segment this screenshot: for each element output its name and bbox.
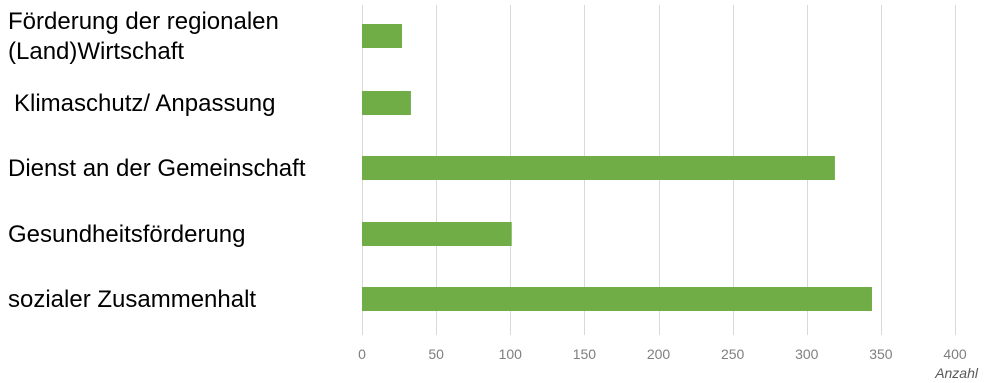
bar-2 xyxy=(362,156,835,180)
x-tick-label-100: 100 xyxy=(499,346,523,362)
category-label-4: sozialer Zusammenhalt xyxy=(8,286,256,313)
x-tick-label-200: 200 xyxy=(647,346,671,362)
x-tick-label-150: 150 xyxy=(573,346,597,362)
x-tick-label-350: 350 xyxy=(869,346,893,362)
category-label-1: Klimaschutz/ Anpassung xyxy=(14,90,275,117)
category-labels: Förderung der regionalen (Land)Wirtschaft… xyxy=(8,8,306,313)
category-label-3: Gesundheitsförderung xyxy=(8,221,246,248)
bar-1 xyxy=(362,91,411,115)
x-tick-labels: 0 50 100 150 200 250 300 350 400 xyxy=(358,346,967,362)
x-tick-label-300: 300 xyxy=(795,346,819,362)
bar-4 xyxy=(362,287,872,311)
category-label-2: Dienst an der Gemeinschaft xyxy=(8,155,306,182)
x-tick-label-400: 400 xyxy=(943,346,967,362)
x-tick-label-0: 0 xyxy=(358,346,366,362)
x-tick-label-250: 250 xyxy=(721,346,745,362)
bar-3 xyxy=(362,222,512,246)
bar-0 xyxy=(362,24,403,48)
bars xyxy=(362,24,872,311)
x-tick-label-50: 50 xyxy=(428,346,444,362)
category-label-0: Förderung der regionalen (Land)Wirtschaft xyxy=(8,8,279,65)
x-axis-title: Anzahl xyxy=(934,365,979,381)
